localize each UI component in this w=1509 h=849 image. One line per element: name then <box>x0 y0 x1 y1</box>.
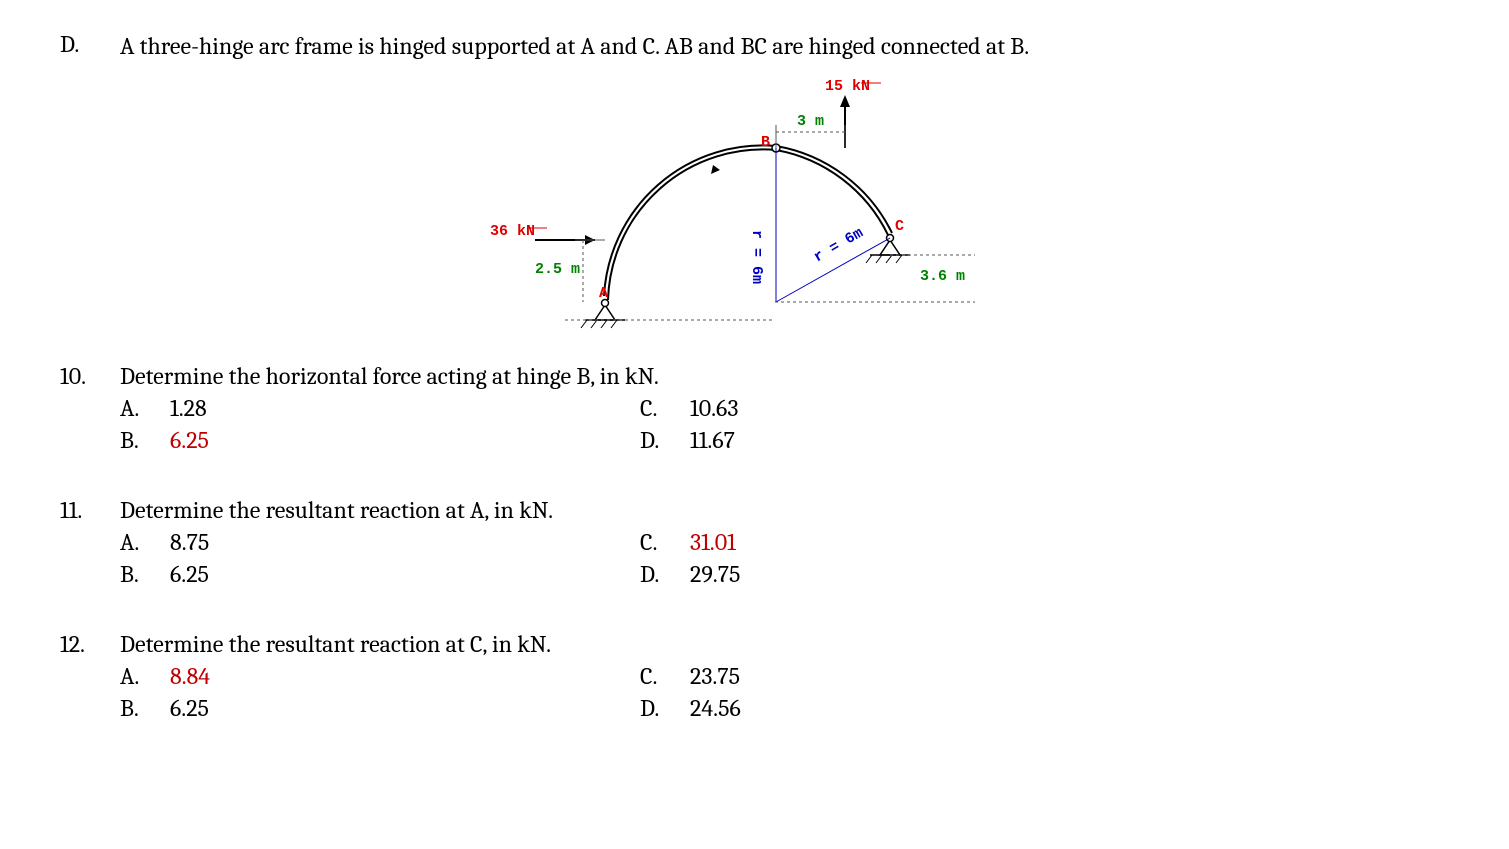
choices: A.8.75B.6.25C.31.01D.29.75 <box>120 528 1449 588</box>
choice-B: B.6.25 <box>120 560 640 588</box>
question: 11.Determine the resultant reaction at A… <box>60 496 1449 588</box>
choice-value: 29.75 <box>690 560 740 588</box>
choice-value: 23.75 <box>690 662 740 690</box>
dim-3p6m-label: 3.6 m <box>920 268 965 285</box>
section-text: A three-hinge arc frame is hinged suppor… <box>120 30 1449 62</box>
arc-frame-diagram: r = 6m r = 6m A B C 36 kN 2.5 m 15 kN <box>475 70 1035 340</box>
choice-value: 8.84 <box>170 662 210 690</box>
choice-B: B.6.25 <box>120 426 640 454</box>
choice-letter: A. <box>120 394 170 422</box>
choice-A: A.1.28 <box>120 394 640 422</box>
question-body: Determine the resultant reaction at C, i… <box>120 630 1449 722</box>
dim-3m-label: 3 m <box>797 113 824 130</box>
choices: A.1.28B.6.25C.10.63D.11.67 <box>120 394 1449 454</box>
choice-value: 10.63 <box>690 394 738 422</box>
base-lines <box>565 255 975 320</box>
choice-value: 6.25 <box>170 560 209 588</box>
choice-value: 31.01 <box>690 528 736 556</box>
question-text: Determine the resultant reaction at A, i… <box>120 496 1449 524</box>
question-number: 11. <box>60 496 120 524</box>
choice-D: D.29.75 <box>640 560 740 588</box>
choice-letter: B. <box>120 560 170 588</box>
choice-C: C.10.63 <box>640 394 738 422</box>
question-body: Determine the resultant reaction at A, i… <box>120 496 1449 588</box>
choices: A.8.84B.6.25C.23.75D.24.56 <box>120 662 1449 722</box>
choice-letter: D. <box>640 560 690 588</box>
choice-value: 6.25 <box>170 694 209 722</box>
choice-value: 8.75 <box>170 528 209 556</box>
section-letter: D. <box>60 30 120 58</box>
question: 12.Determine the resultant reaction at C… <box>60 630 1449 722</box>
dim-2p5m-label: 2.5 m <box>535 261 580 278</box>
choice-value: 1.28 <box>170 394 207 422</box>
load-vertical-value: 15 kN <box>825 78 870 95</box>
choice-D: D.11.67 <box>640 426 738 454</box>
choice-letter: B. <box>120 426 170 454</box>
questions-list: 10.Determine the horizontal force acting… <box>60 362 1449 722</box>
radius-label-right: r = 6m <box>811 225 866 267</box>
choice-value: 11.67 <box>690 426 735 454</box>
question-body: Determine the horizontal force acting at… <box>120 362 1449 454</box>
choice-letter: C. <box>640 528 690 556</box>
question-text: Determine the resultant reaction at C, i… <box>120 630 1449 658</box>
question-text: Determine the horizontal force acting at… <box>120 362 1449 390</box>
question: 10.Determine the horizontal force acting… <box>60 362 1449 454</box>
arc-arrow-icon <box>711 165 720 174</box>
label-B: B <box>761 134 770 151</box>
load-horizontal: 36 kN <box>490 223 595 245</box>
support-A <box>581 300 625 329</box>
choice-C: C.23.75 <box>640 662 741 690</box>
diagram-container: r = 6m r = 6m A B C 36 kN 2.5 m 15 kN <box>60 70 1449 340</box>
choice-value: 24.56 <box>690 694 741 722</box>
choice-letter: C. <box>640 662 690 690</box>
section-header: D. A three-hinge arc frame is hinged sup… <box>60 30 1449 62</box>
choice-letter: A. <box>120 662 170 690</box>
choice-letter: A. <box>120 528 170 556</box>
question-number: 12. <box>60 630 120 658</box>
label-C: C <box>895 218 904 235</box>
choice-A: A.8.84 <box>120 662 640 690</box>
load-horizontal-value: 36 kN <box>490 223 535 240</box>
choice-letter: C. <box>640 394 690 422</box>
choice-letter: D. <box>640 694 690 722</box>
choice-letter: B. <box>120 694 170 722</box>
radius-lines <box>776 148 890 302</box>
choice-D: D.24.56 <box>640 694 741 722</box>
choice-letter: D. <box>640 426 690 454</box>
load-vertical: 15 kN <box>825 78 881 148</box>
label-A: A <box>599 285 608 302</box>
choice-B: B.6.25 <box>120 694 640 722</box>
choice-C: C.31.01 <box>640 528 740 556</box>
question-number: 10. <box>60 362 120 390</box>
choice-value: 6.25 <box>170 426 209 454</box>
radius-label-left: r = 6m <box>748 230 765 284</box>
choice-A: A.8.75 <box>120 528 640 556</box>
